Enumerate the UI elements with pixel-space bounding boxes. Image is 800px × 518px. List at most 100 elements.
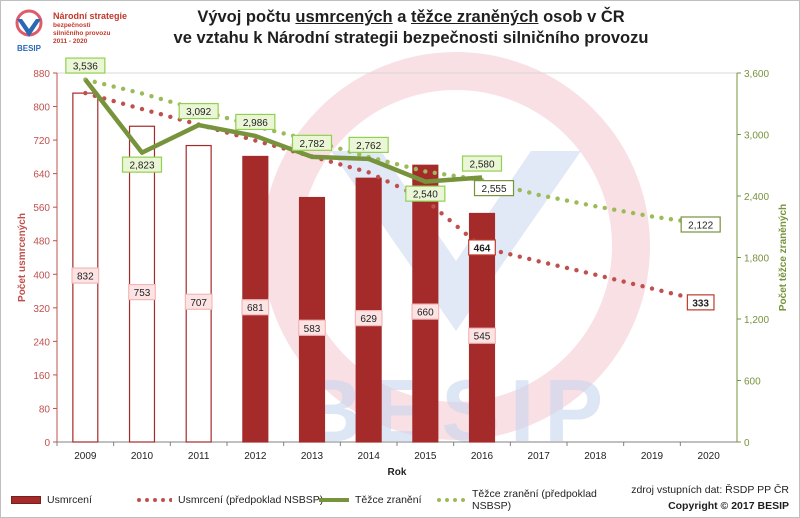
line-tezce-zraneni — [83, 78, 483, 184]
forecast-dot-tezce — [602, 205, 607, 211]
source-note: zdroj vstupních dat: ŘSDP PP ČR — [631, 484, 789, 496]
bar-value-label: 545 — [474, 332, 491, 343]
forecast-dot-usmrceni — [394, 183, 400, 189]
forecast-dot-usmrceni — [111, 98, 116, 104]
legend-item-usmrceni-forecast: Usmrcení (předpoklad NSBSP) — [136, 491, 323, 509]
forecast-dot-tezce — [555, 196, 560, 201]
forecast-dot-usmrceni — [621, 279, 626, 284]
forecast-value-label-usmrceni: 333 — [692, 298, 709, 309]
watermark-text: BESIP — [299, 361, 613, 460]
forecast-dot-usmrceni — [593, 272, 598, 277]
title-text-3: a — [392, 8, 411, 26]
line-value-label-box — [405, 185, 446, 202]
bar-value-label-box — [241, 299, 270, 316]
left-axis-tick-label: 560 — [33, 203, 50, 214]
logo-line1: Národní strategie — [53, 11, 128, 21]
line-value-label-box — [121, 156, 163, 173]
right-axis-tick-label: 3,000 — [744, 131, 769, 142]
forecast-dot-usmrceni — [668, 290, 674, 296]
x-axis-tick-label: 2011 — [188, 451, 210, 462]
x-axis-tick-label: 2009 — [74, 451, 97, 462]
chart-title: Vývoj počtu usmrcených a těžce zraněných… — [151, 7, 671, 49]
left-axis-tick-label: 80 — [39, 404, 51, 415]
forecast-value-label-tezce: 2,555 — [481, 184, 506, 195]
x-axis-tick-label: 2013 — [301, 451, 324, 462]
left-axis-tick-label: 320 — [33, 304, 50, 315]
forecast-dot-tezce — [659, 215, 664, 221]
forecast-dot-tezce — [281, 131, 286, 136]
forecast-dot-tezce — [394, 162, 400, 167]
forecast-value-label-tezce-box — [680, 216, 721, 233]
forecast-dot-usmrceni — [574, 268, 579, 273]
left-axis-tick-label: 240 — [33, 337, 50, 348]
legend-swatch-line — [319, 498, 349, 502]
forecast-dot-usmrceni — [612, 277, 617, 282]
bar-value-label-box — [71, 267, 100, 284]
forecast-dot-usmrceni — [527, 256, 532, 262]
bar-value-label: 629 — [360, 314, 377, 325]
watermark-chevron — [331, 151, 581, 331]
bar-value-label-box — [128, 284, 156, 301]
left-axis-tick-label: 480 — [33, 237, 50, 248]
left-axis-tick-label: 640 — [33, 170, 50, 181]
forecast-dot-usmrceni — [678, 293, 683, 298]
forecast-dot-tezce — [432, 170, 437, 176]
forecast-dot-usmrceni — [447, 217, 452, 223]
line-value-label-box — [178, 102, 219, 120]
forecast-dot-tezce — [583, 202, 589, 207]
forecast-dot-tezce — [168, 99, 173, 104]
bar-value-label: 753 — [134, 288, 151, 299]
left-axis-tick-label: 720 — [33, 136, 50, 147]
forecast-value-label-usmrceni-box — [468, 239, 496, 256]
bar-value-label-box — [411, 303, 440, 320]
forecast-dot-usmrceni — [602, 274, 607, 280]
logo-years: 2011 - 2020 — [53, 38, 88, 45]
left-axis-tick-label: 0 — [44, 438, 50, 449]
right-axis-title: Počet těžce zraněných — [778, 204, 789, 311]
x-axis-tick-label: 2014 — [358, 451, 381, 462]
forecast-dot-usmrceni — [83, 90, 88, 96]
forecast-dot-tezce — [423, 169, 428, 174]
forecast-dot-usmrceni — [139, 106, 145, 112]
right-axis-tick-label: 1,200 — [744, 315, 769, 326]
right-axis-tick-label: 2,400 — [744, 192, 769, 203]
x-axis-tick-label: 2019 — [641, 451, 664, 462]
left-axis-tick-label: 400 — [33, 270, 50, 281]
forecast-dot-usmrceni — [328, 159, 334, 164]
left-axis-title: Počet usmrcených — [17, 213, 28, 302]
forecast-dot-tezce — [224, 115, 230, 121]
legend-label: Těžce zranění (předpoklad NSBSP) — [471, 488, 597, 512]
bar-value-label-box — [184, 293, 213, 310]
forecast-dot-tezce — [593, 204, 598, 209]
forecast-dot-tezce — [451, 173, 456, 178]
forecast-dot-tezce — [517, 187, 522, 193]
forecast-dot-usmrceni — [439, 211, 444, 216]
forecast-dot-usmrceni — [338, 162, 343, 167]
copyright-note: Copyright © 2017 BESIP — [668, 500, 789, 512]
bar-value-label: 660 — [417, 308, 434, 319]
line-value-label-box — [235, 113, 276, 131]
x-axis-tick-label: 2016 — [471, 451, 494, 462]
forecast-dot-usmrceni — [455, 224, 460, 230]
forecast-dot-tezce — [668, 216, 674, 222]
line-value-label: 3,092 — [186, 107, 211, 118]
title-text-5: osob v ČR — [538, 8, 625, 26]
axes: 0 80 160 240 320 400 480 560 640 720 800 880 0 600 1,2… — [17, 69, 789, 478]
line-value-label-box — [348, 136, 389, 153]
right-axis-tick-label: 1,800 — [744, 254, 769, 265]
bar-value-label: 832 — [77, 272, 94, 283]
forecast-dot-tezce — [649, 214, 655, 219]
forecast-dot-usmrceni — [431, 204, 436, 209]
forecast-dot-tezce — [630, 210, 636, 216]
title-line-2: ve vztahu k Národní strategii bezpečnost… — [173, 29, 649, 47]
forecast-dot-tezce — [111, 84, 116, 89]
forecast-dot-usmrceni — [120, 101, 126, 106]
title-text-2: usmrcených — [295, 8, 393, 26]
forecast-dot-usmrceni — [357, 167, 362, 172]
forecast-dot-tezce — [92, 79, 97, 85]
right-axis-tick-label: 0 — [744, 438, 750, 449]
x-axis-tick-label: 2017 — [528, 451, 551, 462]
nsbsp-logo: BESIP Národní strategie bezpečnosti siln… — [9, 9, 149, 57]
line-value-label: 2,823 — [129, 161, 154, 172]
